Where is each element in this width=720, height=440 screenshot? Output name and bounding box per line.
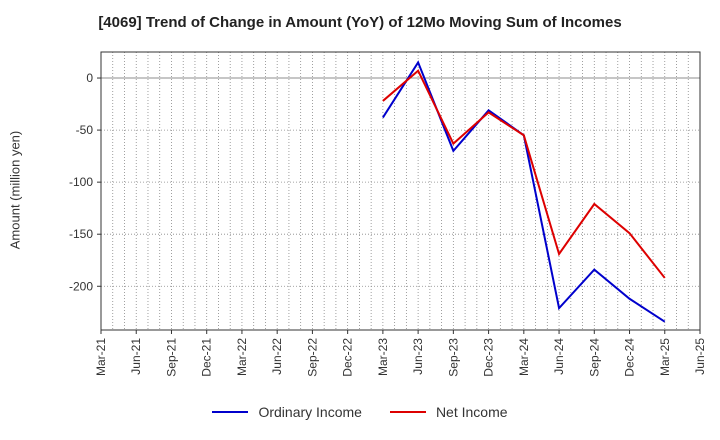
x-tick-label: Mar-25 — [658, 338, 672, 376]
legend-swatch-ordinary-income — [212, 411, 249, 413]
x-tick-label: Sep-21 — [164, 338, 178, 377]
x-tick-label: Jun-25 — [693, 338, 707, 375]
y-tick-label: -200 — [69, 279, 93, 293]
y-tick-label: 0 — [86, 71, 93, 85]
x-tick-label: Mar-24 — [517, 338, 531, 376]
x-tick-label: Jun-21 — [129, 338, 143, 375]
legend-label-net-income: Net Income — [435, 404, 508, 420]
x-tick-label: Dec-23 — [482, 338, 496, 377]
x-tick-label: Jun-23 — [411, 338, 425, 375]
y-tick-label: -150 — [69, 227, 93, 241]
chart-title: [4069] Trend of Change in Amount (YoY) o… — [98, 14, 622, 31]
x-tick-label: Dec-24 — [623, 338, 637, 377]
x-tick-label: Jun-22 — [270, 338, 284, 375]
x-tick-label: Sep-24 — [587, 338, 601, 377]
y-tick-label: -50 — [76, 123, 94, 137]
legend-swatch-net-income — [389, 411, 426, 413]
legend-label-ordinary-income: Ordinary Income — [258, 404, 362, 420]
series-line-net-income — [382, 69, 666, 279]
x-tick-label: Sep-22 — [305, 338, 319, 377]
y-tick-label: -100 — [69, 175, 93, 189]
legend-item-ordinary-income: Ordinary Income — [212, 404, 362, 420]
plot-border — [100, 51, 701, 331]
series-line-ordinary-income — [382, 60, 666, 323]
legend-item-net-income: Net Income — [389, 404, 508, 420]
x-tick-label: Mar-22 — [235, 338, 249, 376]
x-tick-label: Dec-21 — [200, 338, 214, 377]
x-tick-label: Mar-23 — [376, 338, 390, 376]
x-tick-label: Mar-21 — [94, 338, 108, 376]
legend: Ordinary Income Net Income — [0, 404, 720, 420]
x-tick-label: Jun-24 — [552, 338, 566, 375]
x-tick-label: Sep-23 — [446, 338, 460, 377]
x-tick-label: Dec-22 — [341, 338, 355, 377]
